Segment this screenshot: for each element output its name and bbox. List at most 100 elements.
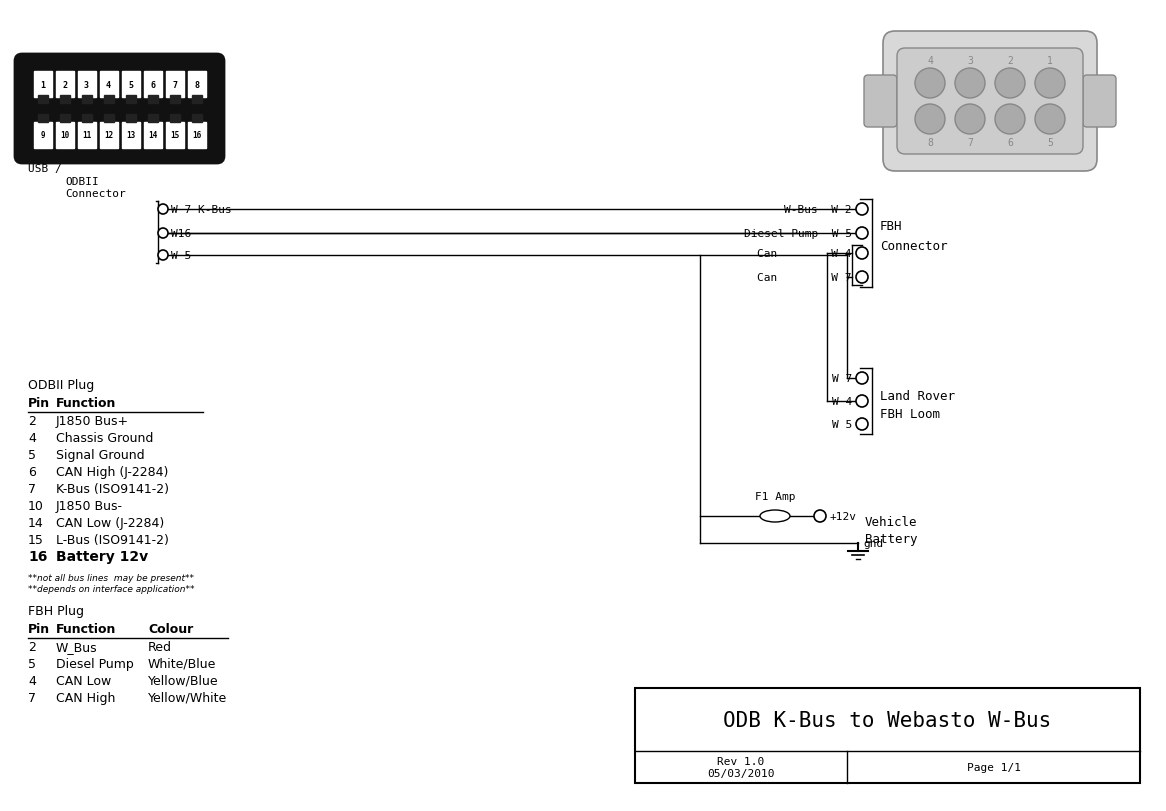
- Text: Diesel Pump  W 5: Diesel Pump W 5: [744, 229, 852, 238]
- Bar: [59, 115, 70, 122]
- Bar: [121, 122, 140, 148]
- Text: FBH Loom: FBH Loom: [880, 407, 940, 420]
- Text: Yellow/Blue: Yellow/Blue: [148, 674, 219, 687]
- Text: 13: 13: [126, 131, 135, 140]
- Text: 12: 12: [104, 131, 113, 140]
- Circle shape: [915, 69, 944, 99]
- Text: Function: Function: [56, 397, 117, 410]
- Text: Pin: Pin: [28, 622, 50, 635]
- Text: W 7: W 7: [831, 374, 852, 384]
- Text: Battery: Battery: [865, 532, 918, 545]
- Text: 15: 15: [170, 131, 180, 140]
- Bar: [99, 72, 118, 98]
- Bar: [82, 96, 91, 104]
- Text: Connector: Connector: [65, 189, 126, 199]
- Text: ODB K-Bus to Webasto W-Bus: ODB K-Bus to Webasto W-Bus: [723, 710, 1052, 731]
- Circle shape: [1035, 69, 1065, 99]
- Text: 5: 5: [28, 448, 36, 461]
- Bar: [191, 115, 202, 122]
- Text: W 4: W 4: [831, 397, 852, 406]
- Text: ODBII: ODBII: [65, 177, 99, 187]
- Circle shape: [856, 418, 868, 431]
- Text: CAN Low (J-2284): CAN Low (J-2284): [56, 517, 164, 530]
- Circle shape: [955, 105, 985, 135]
- Circle shape: [856, 228, 868, 240]
- Text: 6: 6: [28, 466, 36, 478]
- Text: 11: 11: [82, 131, 91, 140]
- Text: 2: 2: [28, 640, 36, 653]
- Text: 6: 6: [150, 80, 155, 89]
- Bar: [56, 72, 73, 98]
- Text: 7: 7: [967, 138, 972, 148]
- Text: Page 1/1: Page 1/1: [967, 762, 1020, 772]
- Bar: [635, 689, 1140, 783]
- Text: Pin: Pin: [28, 397, 50, 410]
- Text: 7: 7: [173, 80, 177, 89]
- Text: K-Bus (ISO9141-2): K-Bus (ISO9141-2): [56, 483, 169, 496]
- Text: +12v: +12v: [830, 512, 857, 521]
- FancyBboxPatch shape: [864, 76, 897, 128]
- Bar: [148, 96, 157, 104]
- Text: W16: W16: [171, 229, 191, 238]
- Text: 4: 4: [106, 80, 111, 89]
- Circle shape: [856, 272, 868, 284]
- Text: Colour: Colour: [148, 622, 194, 635]
- Text: L-Bus (ISO9141-2): L-Bus (ISO9141-2): [56, 534, 169, 547]
- Text: 10: 10: [59, 131, 69, 140]
- Text: 5: 5: [1047, 138, 1053, 148]
- Text: 3: 3: [84, 80, 89, 89]
- Text: Chassis Ground: Chassis Ground: [56, 431, 154, 444]
- Text: 14: 14: [148, 131, 157, 140]
- Circle shape: [159, 251, 168, 260]
- Bar: [34, 72, 51, 98]
- Circle shape: [1035, 105, 1065, 135]
- Text: Signal Ground: Signal Ground: [56, 448, 145, 461]
- Bar: [59, 96, 70, 104]
- Text: Land Rover: Land Rover: [880, 390, 955, 403]
- FancyBboxPatch shape: [883, 32, 1097, 172]
- Bar: [126, 96, 135, 104]
- Text: White/Blue: White/Blue: [148, 657, 217, 670]
- Text: CAN High (J-2284): CAN High (J-2284): [56, 466, 168, 478]
- Bar: [188, 122, 205, 148]
- Text: 3: 3: [967, 56, 972, 66]
- Bar: [34, 122, 51, 148]
- Text: Connector: Connector: [880, 239, 948, 252]
- Text: Function: Function: [56, 622, 117, 635]
- Text: W 7 K-Bus: W 7 K-Bus: [171, 204, 232, 215]
- Bar: [188, 72, 205, 98]
- Text: **not all bus lines  may be present**: **not all bus lines may be present**: [28, 573, 194, 582]
- Text: 9: 9: [40, 131, 44, 140]
- Text: Rev 1.0: Rev 1.0: [717, 756, 765, 766]
- Text: J1850 Bus+: J1850 Bus+: [56, 414, 129, 427]
- Text: 2: 2: [1007, 56, 1013, 66]
- Bar: [99, 122, 118, 148]
- Circle shape: [995, 105, 1025, 135]
- Circle shape: [814, 510, 826, 522]
- Text: 7: 7: [28, 483, 36, 496]
- Text: USB /: USB /: [28, 164, 62, 174]
- Bar: [121, 72, 140, 98]
- Circle shape: [915, 105, 944, 135]
- Text: 4: 4: [927, 56, 933, 66]
- Text: Diesel Pump: Diesel Pump: [56, 657, 134, 670]
- Bar: [169, 115, 180, 122]
- Circle shape: [995, 69, 1025, 99]
- Bar: [77, 72, 96, 98]
- FancyBboxPatch shape: [1083, 76, 1116, 128]
- Text: 2: 2: [62, 80, 66, 89]
- Circle shape: [159, 204, 168, 215]
- Text: 16: 16: [192, 131, 201, 140]
- Bar: [191, 96, 202, 104]
- Bar: [169, 96, 180, 104]
- Bar: [56, 122, 73, 148]
- Bar: [82, 115, 91, 122]
- Bar: [104, 96, 113, 104]
- Bar: [126, 115, 135, 122]
- Text: Yellow/White: Yellow/White: [148, 691, 227, 704]
- Text: Red: Red: [148, 640, 173, 653]
- FancyBboxPatch shape: [897, 49, 1083, 155]
- Text: W-Bus  W 2: W-Bus W 2: [785, 204, 852, 215]
- Text: 2: 2: [28, 414, 36, 427]
- Text: 15: 15: [28, 534, 44, 547]
